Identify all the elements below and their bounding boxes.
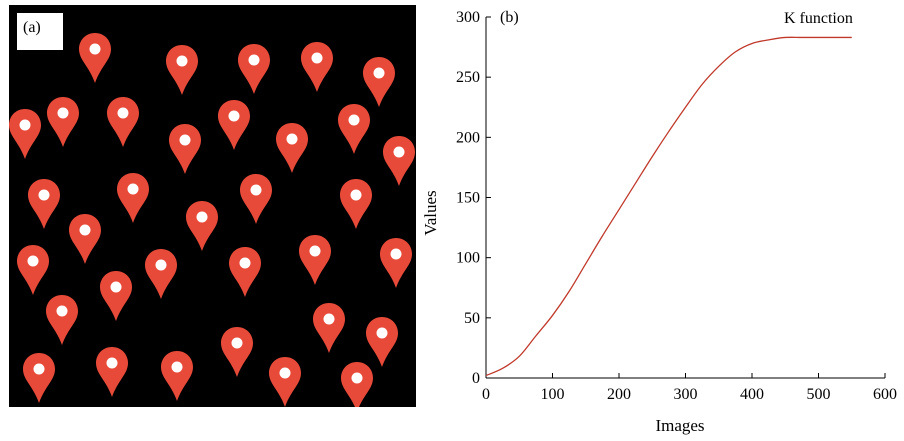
x-tick-label: 500 (807, 386, 831, 403)
location-pin-icon (28, 179, 60, 229)
y-axis-label: Values (421, 190, 440, 235)
y-tick-label: 300 (456, 9, 480, 26)
location-pin-icon (363, 57, 395, 107)
location-pin-icon (229, 247, 261, 297)
x-tick-label: 300 (674, 386, 698, 403)
location-pin-icon (17, 245, 49, 295)
location-pin-icon (186, 201, 218, 251)
x-axis-label: Images (655, 416, 704, 435)
y-tick-label: 100 (456, 250, 480, 267)
panel-b-label: (b) (500, 9, 519, 26)
location-pin-icon (383, 136, 415, 186)
panel-a-label: (a) (17, 13, 63, 50)
location-pin-icon (313, 303, 345, 353)
location-pin-icon (299, 235, 331, 285)
location-pin-icon (218, 100, 250, 150)
location-pin-icon (96, 347, 128, 397)
location-pin-icon (340, 179, 372, 229)
y-tick-label: 150 (456, 190, 480, 207)
x-tick-label: 600 (873, 386, 897, 403)
location-pin-icon (107, 97, 139, 147)
location-pin-icon (166, 45, 198, 95)
location-pin-icon (276, 123, 308, 173)
location-pin-icon (161, 351, 193, 401)
location-pin-icon (23, 353, 55, 403)
location-pin-icon (169, 124, 201, 174)
series-layer (485, 36, 852, 377)
location-pin-icon (301, 42, 333, 92)
location-pin-icon (338, 104, 370, 154)
location-pin-icon (238, 44, 270, 94)
location-pin-icon (46, 295, 78, 345)
panel-a-map: (a) (9, 5, 416, 407)
y-tick-label: 250 (456, 69, 480, 86)
legend-entry-k-function: K function (784, 10, 853, 27)
location-pin-icon (240, 174, 272, 224)
panel-b-chart: (b) K function Images Values 0 100 200 300 4… (416, 0, 904, 436)
location-pin-icon (9, 109, 41, 159)
location-pin-icon (380, 238, 412, 288)
series-line-k-function (485, 36, 852, 377)
pin-layer (9, 33, 415, 407)
x-tick-label: 200 (607, 386, 631, 403)
location-pin-icon (366, 317, 398, 367)
location-pin-icon (221, 327, 253, 377)
tick-layer: 0 100 200 300 400 500 600 0 50 100 150 200 250 300 (456, 9, 897, 403)
x-tick-label: 100 (541, 386, 565, 403)
location-pin-icon (145, 249, 177, 299)
location-pin-icon (269, 357, 301, 407)
location-pin-icon (79, 33, 111, 83)
y-tick-label: 200 (456, 129, 480, 146)
location-pin-icon (341, 362, 373, 407)
location-pin-icon (100, 271, 132, 321)
y-tick-label: 50 (464, 310, 480, 327)
location-pin-icon (117, 173, 149, 223)
location-pin-icon (69, 214, 101, 264)
x-tick-label: 400 (740, 386, 764, 403)
y-tick-label: 0 (472, 370, 480, 387)
x-tick-label: 0 (482, 386, 490, 403)
location-pin-icon (47, 97, 79, 147)
k-function-chart: (b) K function Images Values 0 100 200 300 4… (421, 9, 897, 435)
